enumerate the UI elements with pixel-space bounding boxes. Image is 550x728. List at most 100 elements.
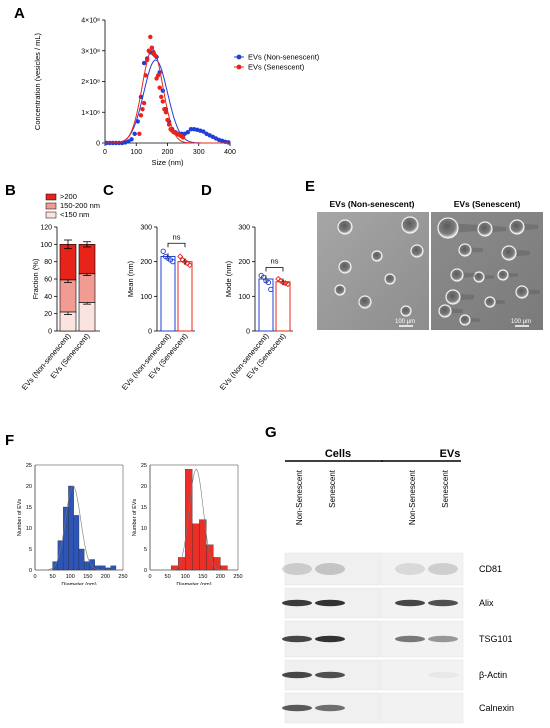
y-tick-label: 100 (140, 294, 152, 301)
data-point-senescent (149, 45, 155, 50)
vesicle (384, 273, 396, 285)
significance-bracket (167, 242, 186, 248)
protein-band (315, 671, 345, 679)
y-axis-label: Mean (nm) (126, 260, 135, 297)
vesicle (437, 217, 459, 239)
data-point-senescent (144, 57, 150, 63)
histogram-bar (220, 565, 228, 571)
histogram-bar (78, 548, 85, 571)
protein-band (315, 635, 345, 643)
protein-band (428, 599, 458, 607)
vesicle (338, 260, 352, 274)
data-point (268, 286, 274, 293)
mean-bar (177, 261, 193, 332)
legend-label: 150-200 nm (60, 201, 100, 210)
y-tick-label: 25 (141, 463, 147, 469)
y-tick-label: 0 (48, 329, 52, 336)
data-point-senescent (140, 106, 145, 112)
x-tick-label: 250 (118, 574, 127, 580)
data-point-senescent (159, 94, 164, 100)
x-tick-label: 400 (224, 149, 236, 156)
data-point (275, 275, 282, 283)
vesicle (410, 244, 424, 258)
y-tick-label: 40 (44, 294, 52, 301)
histogram-bar (178, 557, 186, 571)
protein-band (315, 704, 345, 712)
data-point (277, 277, 284, 284)
histogram-bar (68, 485, 74, 571)
stacked-bar-segment (78, 273, 96, 303)
x-tick-label: 50 (50, 574, 56, 580)
panel-f-histogram-senescent: 0 50 100 150 200 250 0 5 10 15 20 25 Diameter (nm) Nu… (132, 463, 243, 585)
y-tick-label: 25 (26, 463, 32, 469)
micrograph-title-non-senescent: EVs (Non-senescent) (329, 199, 414, 209)
x-tick-label: 100 (181, 574, 190, 580)
y-tick-label: 20 (141, 484, 147, 490)
blot-strip-evs (380, 552, 464, 586)
data-point-senescent (163, 110, 169, 115)
protein-band (395, 635, 425, 643)
lane-labels: Non-Senescent Senescent Non-Senescent Senes… (295, 469, 450, 525)
y-axis-label: Fraction (%) (31, 258, 40, 299)
data-point-senescent (148, 34, 153, 40)
data-point-non-senescent (185, 130, 191, 135)
data-point-senescent (165, 117, 170, 123)
vesicle (337, 219, 353, 235)
significance-bracket (265, 267, 284, 272)
data-point-senescent (180, 135, 186, 140)
histogram-bar (192, 523, 200, 571)
vesicle (497, 269, 509, 281)
y-tick-label: 3×10⁸ (81, 48, 100, 55)
data-point-non-senescent (141, 60, 147, 66)
data-point-senescent (155, 73, 161, 78)
data-point-non-senescent (132, 131, 137, 136)
stacked-bar-segment (78, 244, 96, 275)
data-point (184, 260, 191, 267)
data-point-senescent (143, 73, 148, 78)
data-point-senescent (141, 100, 147, 106)
legend-label: <150 nm (60, 210, 89, 219)
histogram-bar (52, 561, 59, 571)
y-tick-label: 0 (29, 568, 32, 574)
vesicle (371, 250, 383, 262)
micrograph-vesicles (334, 216, 540, 326)
scale-bar-label-right: 100 μm (511, 319, 531, 325)
vesicle (445, 289, 461, 305)
histogram-bar (99, 565, 106, 571)
vesicle (401, 216, 419, 234)
vesicle (515, 285, 529, 299)
x-tick-label: 0 (148, 574, 151, 580)
data-point-non-senescent (126, 139, 131, 144)
fit-curve-1 (105, 48, 230, 144)
y-axis-label: Mode (nm) (224, 260, 233, 297)
legend-label: EVs (Non-senescent) (248, 53, 320, 62)
lane-label-0: Non-Senescent (295, 469, 304, 525)
panel-g-label: G (265, 424, 277, 441)
protein-band (395, 563, 425, 575)
data-point (284, 281, 291, 288)
x-tick-label: 200 (162, 149, 174, 156)
panel-b-label: B (5, 182, 16, 199)
y-tick-label: 15 (26, 505, 32, 511)
micrograph-title-senescent: EVs (Senescent) (454, 199, 521, 209)
y-tick-label: 4×10⁸ (81, 18, 100, 25)
blot-strip-evs (380, 692, 464, 724)
fit-curve-0 (105, 59, 230, 144)
panel-a-label: A (14, 5, 25, 22)
x-tick-label: 150 (198, 574, 207, 580)
legend-label: EVs (Senescent) (248, 63, 305, 72)
y-tick-label: 5 (144, 547, 147, 553)
x-tick-label: 0 (33, 574, 36, 580)
panel-c-label: C (103, 182, 114, 199)
y-tick-label: 20 (26, 484, 32, 490)
data-point (177, 253, 184, 260)
panel-e-label: E (305, 178, 315, 195)
y-axis-label: Number of EVs (132, 499, 138, 537)
protein-label: TSG101 (479, 634, 513, 644)
protein-label: Alix (479, 598, 494, 608)
mean-bar (160, 255, 176, 332)
vesicle (450, 268, 464, 282)
y-axis-label: Concentration (vesicles / mL) (33, 32, 42, 130)
data-point-senescent (157, 85, 162, 90)
